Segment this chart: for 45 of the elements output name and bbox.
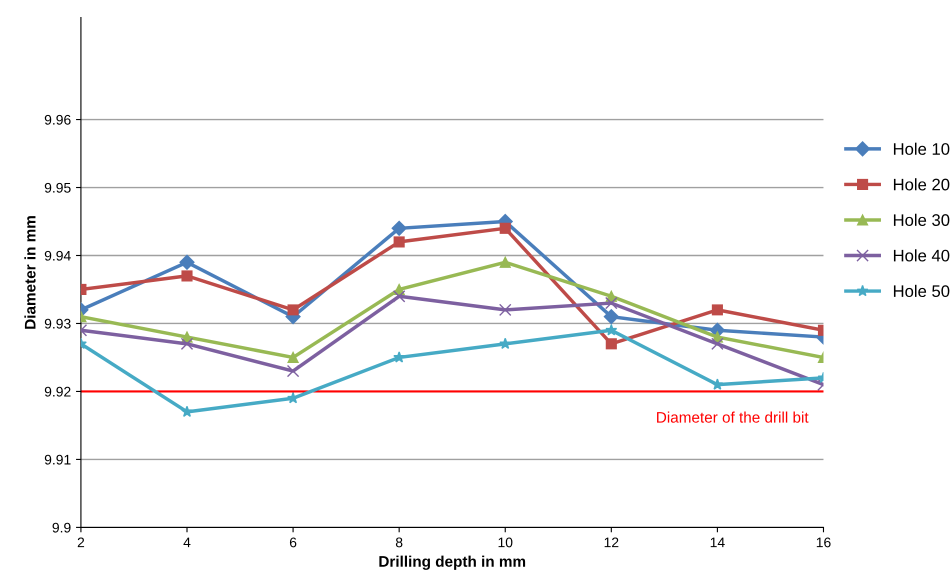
legend-label: Hole 50 <box>894 284 950 298</box>
x-tick-label: 14 <box>710 538 725 548</box>
point <box>605 324 618 336</box>
x-tick-label: 16 <box>816 537 831 548</box>
legend-label: Hole 10 <box>894 142 950 155</box>
y-axis-title: Diameter in mm <box>24 216 36 329</box>
legend-label: Hole 30 <box>894 214 950 226</box>
x-tick-label: 4 <box>183 538 190 548</box>
y-tick-label: 9.93 <box>44 318 71 329</box>
point <box>500 222 511 234</box>
point <box>394 236 405 248</box>
x-tick-label: 6 <box>290 537 296 548</box>
point <box>712 304 723 316</box>
point <box>498 304 512 316</box>
y-tick-label: 9.95 <box>44 182 71 193</box>
point <box>179 254 195 270</box>
legend-label: Hole 20 <box>894 178 950 190</box>
point <box>288 304 299 316</box>
y-tick-label: 9.9 <box>52 522 71 533</box>
point <box>711 378 724 390</box>
x-tick-label: 10 <box>498 537 512 548</box>
y-tick-label: 9.92 <box>44 386 71 397</box>
point <box>392 290 406 303</box>
y-tick-label: 9.96 <box>44 114 71 125</box>
point <box>500 256 511 268</box>
ref-line-label: Diameter of the drill bit <box>657 412 809 423</box>
y-tick-label: 9.94 <box>44 250 71 261</box>
y-tick-label: 9.91 <box>44 454 71 465</box>
point <box>393 351 406 363</box>
x-tick-label: 2 <box>78 537 84 548</box>
legend-label: Hole 40 <box>894 249 950 262</box>
point <box>711 338 724 350</box>
x-tick-label: 8 <box>396 537 402 548</box>
point <box>286 364 300 378</box>
x-axis-title: Drilling depth in mm <box>379 556 526 570</box>
point <box>288 352 299 364</box>
point <box>181 406 193 418</box>
point <box>604 309 619 324</box>
point <box>606 338 617 350</box>
point <box>605 296 618 310</box>
point <box>180 338 194 350</box>
point <box>181 270 193 282</box>
point <box>499 338 512 350</box>
x-tick-label: 12 <box>604 537 618 548</box>
point <box>392 220 407 236</box>
